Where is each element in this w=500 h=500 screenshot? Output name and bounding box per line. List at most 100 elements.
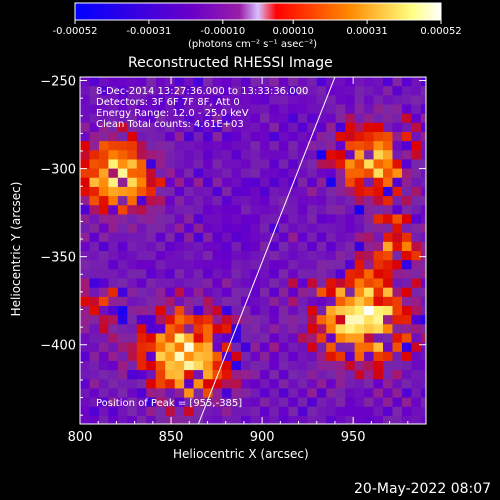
heatmap-cell — [155, 104, 166, 115]
heatmap-cell — [89, 333, 100, 344]
heatmap-cell — [146, 324, 157, 334]
heatmap-cell — [222, 287, 233, 298]
heatmap-cell — [297, 104, 308, 115]
heatmap-cell — [326, 415, 337, 424]
heatmap-cell — [117, 379, 128, 389]
heatmap-cell — [326, 131, 337, 142]
heatmap-cell — [364, 77, 375, 87]
heatmap-cell — [278, 223, 289, 234]
colorbar-units: (photons cm⁻² s⁻¹ asec⁻²) — [188, 39, 318, 50]
heatmap-cell — [222, 315, 233, 325]
heatmap-cell — [383, 342, 393, 353]
heatmap-cell — [231, 113, 242, 124]
heatmap-cell — [269, 305, 280, 316]
heatmap-cell — [326, 205, 337, 215]
heatmap-cell — [278, 370, 289, 380]
heatmap-cell — [288, 196, 299, 206]
heatmap-cell — [222, 260, 233, 270]
heatmap-cell — [307, 415, 318, 424]
heatmap-cell — [383, 260, 393, 270]
colorbar-ticks: -0.00052 -0.00031 -0.00010 0.00010 0.00031 0.… — [53, 20, 462, 37]
heatmap-cell — [392, 315, 403, 325]
heatmap-cell — [307, 278, 318, 289]
heatmap-cell — [392, 388, 403, 399]
heatmap-cell — [117, 113, 128, 124]
heatmap-cell — [146, 86, 157, 96]
heatmap-cell — [259, 397, 270, 408]
heatmap-cell — [373, 86, 384, 96]
heatmap-cell — [108, 305, 119, 316]
heatmap-cell — [392, 333, 403, 344]
heatmap-cell — [155, 77, 166, 87]
heatmap-cell — [231, 86, 242, 96]
heatmap-cell — [373, 315, 384, 325]
heatmap-cell — [259, 305, 270, 316]
heatmap-cell — [193, 333, 204, 344]
heatmap-cell — [420, 315, 426, 325]
heatmap-cell — [222, 415, 233, 424]
heatmap-cell — [165, 214, 176, 225]
heatmap-cell — [231, 186, 242, 197]
heatmap-cell — [250, 251, 261, 261]
heatmap-cell — [383, 269, 393, 280]
heatmap-cell — [212, 168, 223, 179]
heatmap-cell — [89, 223, 100, 234]
heatmap-cell — [335, 177, 346, 188]
heatmap-cell — [165, 141, 176, 151]
heatmap-cell — [231, 342, 242, 353]
heatmap-cell — [373, 351, 384, 362]
heatmap-cell — [269, 388, 280, 399]
heatmap-cell — [240, 342, 251, 353]
heatmap-cell — [364, 287, 375, 298]
heatmap-cell — [316, 360, 327, 371]
heatmap-cell — [250, 379, 261, 389]
heatmap-cell — [117, 397, 128, 408]
y-tick-label: −400 — [40, 339, 76, 354]
heatmap-cell — [155, 315, 166, 325]
heatmap-cell — [174, 415, 185, 424]
heatmap-cell — [222, 305, 233, 316]
heatmap-cell — [250, 305, 261, 316]
heatmap-cell — [326, 177, 337, 188]
heatmap-cell — [345, 95, 356, 105]
heatmap-cell — [146, 150, 157, 160]
heatmap-cell — [155, 305, 166, 316]
heatmap-cell — [231, 177, 242, 188]
heatmap-cell — [373, 241, 384, 252]
heatmap-cell — [420, 131, 426, 142]
heatmap-cell — [89, 177, 100, 188]
heatmap-cell — [80, 260, 90, 270]
heatmap-cell — [354, 131, 365, 142]
heatmap-cell — [212, 342, 223, 353]
heatmap-cell — [401, 406, 412, 417]
heatmap-cell — [297, 406, 308, 417]
heatmap-cell — [269, 269, 280, 280]
heatmap-cell — [146, 77, 157, 87]
heatmap-cell — [278, 232, 289, 243]
heatmap-cell — [127, 305, 138, 316]
heatmap-cell — [98, 177, 109, 188]
colorbar-tick-label: -0.00052 — [53, 26, 98, 37]
colorbar-tick-label: 0.00010 — [273, 26, 314, 37]
heatmap-cell — [155, 287, 166, 298]
heatmap-cell — [165, 223, 176, 234]
heatmap-cell — [401, 241, 412, 252]
heatmap-cell — [155, 141, 166, 151]
heatmap-cell — [326, 269, 337, 280]
heatmap-cell — [420, 406, 426, 417]
heatmap-cell — [297, 351, 308, 362]
heatmap-cell — [364, 260, 375, 270]
heatmap-cell — [269, 360, 280, 371]
heatmap-cell — [364, 370, 375, 380]
heatmap-cell — [117, 269, 128, 280]
heatmap-cell — [278, 77, 289, 87]
heatmap-cell — [250, 351, 261, 362]
heatmap-cell — [373, 196, 384, 206]
heatmap-cell — [297, 397, 308, 408]
heatmap-cell — [354, 86, 365, 96]
heatmap-cell — [174, 351, 185, 362]
heatmap-cell — [146, 360, 157, 371]
heatmap-cell — [136, 388, 147, 399]
y-axis-label: Heliocentric Y (arcsec) — [9, 181, 23, 317]
heatmap-cell — [203, 241, 214, 252]
